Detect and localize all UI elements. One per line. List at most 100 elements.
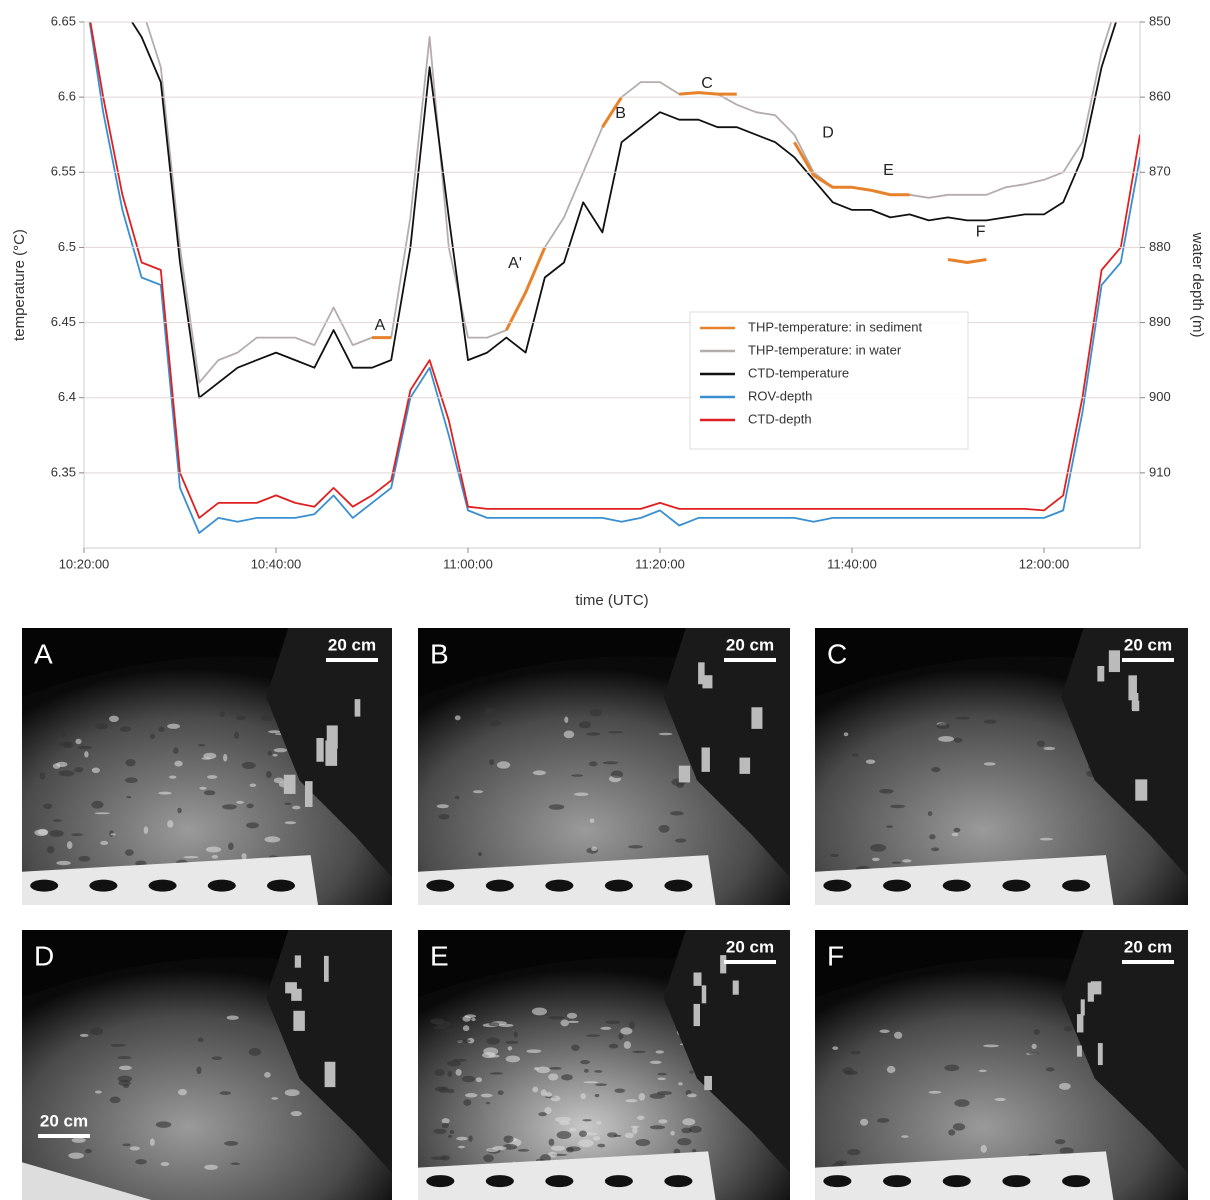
texture <box>550 1095 561 1102</box>
texture <box>447 1134 453 1138</box>
x-tick-label: 11:00:00 <box>443 556 493 571</box>
texture <box>143 826 149 835</box>
texture <box>485 1102 491 1105</box>
texture <box>677 1137 692 1146</box>
texture <box>234 731 240 740</box>
texture <box>842 1067 854 1074</box>
texture <box>571 1044 580 1051</box>
texture <box>464 1093 478 1098</box>
texture <box>624 1132 634 1139</box>
texture <box>847 1148 861 1156</box>
scale-label: 20 cm <box>328 635 376 654</box>
texture <box>578 1139 594 1148</box>
texture <box>480 1093 493 1098</box>
texture <box>983 719 997 724</box>
texture <box>555 1116 571 1123</box>
texture <box>901 1135 909 1138</box>
texture <box>1054 1139 1066 1145</box>
texture <box>42 741 53 745</box>
texture <box>551 1145 565 1151</box>
texture <box>594 1070 603 1073</box>
texture <box>580 1059 590 1065</box>
texture <box>589 818 595 823</box>
y2-tick-label: 910 <box>1149 464 1171 479</box>
texture <box>222 804 237 810</box>
plot-lines <box>88 22 1140 534</box>
y-axis-label: temperature (°C) <box>11 229 28 341</box>
texture <box>58 770 75 777</box>
arm-detail <box>693 1003 701 1027</box>
y-tick-label: 6.45 <box>51 314 76 329</box>
photo-panel: A 20 cm <box>22 628 392 905</box>
texture <box>681 1127 692 1134</box>
texture <box>271 1097 279 1100</box>
texture <box>678 1082 683 1086</box>
texture <box>167 723 181 729</box>
texture <box>583 1081 599 1084</box>
plate-hole <box>664 1175 693 1188</box>
arm-detail <box>1076 1014 1084 1033</box>
arm-detail <box>294 955 302 968</box>
texture <box>246 803 254 809</box>
texture <box>871 857 880 862</box>
texture <box>625 1099 638 1103</box>
texture <box>592 1135 601 1141</box>
texture <box>602 761 619 765</box>
texture <box>85 1148 92 1154</box>
texture <box>893 1031 903 1039</box>
texture <box>224 1141 239 1146</box>
legend-label: THP-temperature: in water <box>748 342 902 357</box>
texture <box>447 1060 461 1067</box>
texture <box>591 846 597 852</box>
y-tick-label: 6.55 <box>51 164 76 179</box>
texture <box>850 1050 862 1055</box>
texture <box>203 752 217 760</box>
scale-label: 20 cm <box>40 1111 88 1130</box>
y-tick-label: 6.6 <box>58 89 76 104</box>
texture <box>674 838 687 843</box>
texture <box>241 761 256 769</box>
texture <box>211 1056 223 1061</box>
texture <box>978 1069 987 1073</box>
texture <box>71 833 84 837</box>
plate-hole <box>1002 879 1031 892</box>
texture <box>545 1092 553 1098</box>
texture <box>488 1022 500 1027</box>
texture <box>1059 1147 1074 1155</box>
texture <box>843 732 849 737</box>
texture <box>204 1164 218 1170</box>
texture <box>596 1121 602 1125</box>
texture <box>902 859 912 863</box>
texture <box>953 737 963 743</box>
texture <box>657 1077 666 1081</box>
texture <box>490 720 501 727</box>
series-line <box>130 22 1117 399</box>
texture <box>567 1020 579 1024</box>
texture <box>657 1072 667 1076</box>
texture <box>628 845 644 849</box>
texture <box>158 791 172 795</box>
arm-detail <box>704 1075 712 1091</box>
texture <box>549 1066 562 1070</box>
sampler-plate <box>418 855 716 905</box>
texture <box>129 1146 140 1151</box>
texture <box>636 1115 645 1121</box>
legend-label: CTD-depth <box>748 411 812 426</box>
texture <box>620 1027 633 1035</box>
texture <box>1045 1067 1055 1072</box>
plate-hole <box>267 879 295 892</box>
texture <box>632 1127 638 1135</box>
texture <box>569 1127 577 1132</box>
texture <box>630 1125 640 1129</box>
arm-detail <box>720 955 727 974</box>
arm-detail <box>324 1061 336 1088</box>
texture <box>441 1122 450 1129</box>
texture <box>835 1160 848 1165</box>
texture <box>56 860 71 866</box>
texture <box>454 795 460 800</box>
texture <box>953 827 961 833</box>
series-line <box>88 22 1140 534</box>
texture <box>540 1089 547 1096</box>
arm-detail <box>326 725 338 749</box>
legend-label: THP-temperature: in sediment <box>748 319 923 334</box>
